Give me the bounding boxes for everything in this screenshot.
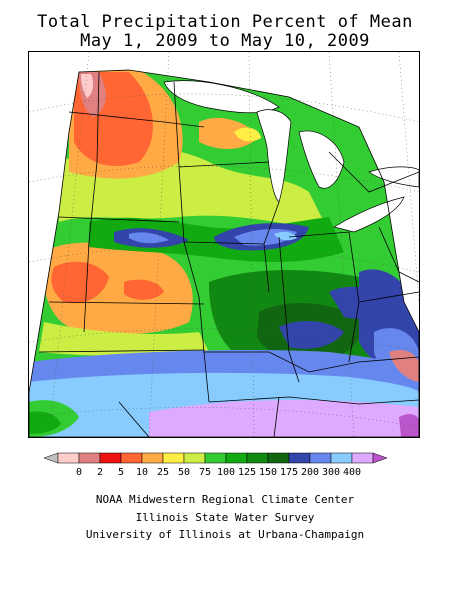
legend-arrow-low: [43, 452, 59, 464]
legend-swatch: [162, 452, 185, 464]
legend-swatch: [204, 452, 227, 464]
credit-line-1: NOAA Midwestern Regional Climate Center: [95, 493, 355, 506]
legend-tick-label: 150: [259, 467, 277, 478]
legend-swatch: [267, 452, 290, 464]
state-borders: [38, 71, 419, 437]
map-title: Total Precipitation Percent of Mean: [37, 12, 413, 32]
legend-swatch: [246, 452, 269, 464]
legend-tick-label: 75: [199, 467, 211, 478]
legend-swatch: [99, 452, 122, 464]
legend-tick-label: 50: [178, 467, 190, 478]
color-scale-legend: 0 2 5 10 25 50 75 100 125 150 175 200 300 400: [40, 450, 410, 484]
map-panel: [28, 51, 420, 438]
credit-line-2: Illinois State Water Survey: [135, 511, 315, 524]
legend-tick-label: 175: [280, 467, 298, 478]
legend-swatch: [183, 452, 206, 464]
legend-tick-label: 100: [217, 467, 235, 478]
legend-swatch: [288, 452, 311, 464]
legend-swatch: [330, 452, 353, 464]
legend-tick-label: 2: [97, 467, 103, 478]
legend-tick-label: 25: [157, 467, 169, 478]
precip-map: [29, 52, 419, 437]
legend-tick-label: 10: [136, 467, 148, 478]
legend-swatch: [141, 452, 164, 464]
legend-tick-label: 5: [118, 467, 124, 478]
legend-arrow-high: [372, 452, 388, 464]
legend-tick-label: 200: [301, 467, 319, 478]
color-scale-bar: 0 2 5 10 25 50 75 100 125 150 175 200 300 400: [43, 452, 388, 478]
legend-tick-label: 125: [238, 467, 256, 478]
precip-field: [29, 70, 419, 437]
great-lakes: [163, 80, 419, 233]
legend-swatch: [309, 452, 332, 464]
map-date-range: May 1, 2009 to May 10, 2009: [80, 31, 370, 51]
legend-swatch: [351, 452, 374, 464]
legend-swatch: [78, 452, 101, 464]
legend-swatch: [120, 452, 143, 464]
domain-outline: [29, 69, 419, 437]
legend-swatch: [225, 452, 248, 464]
legend-tick-label: 300: [322, 467, 340, 478]
legend-tick-label: 400: [343, 467, 361, 478]
credit-line-3: University of Illinois at Urbana-Champai…: [85, 528, 365, 541]
legend-swatch: [57, 452, 80, 464]
legend-tick-label: 0: [76, 467, 82, 478]
